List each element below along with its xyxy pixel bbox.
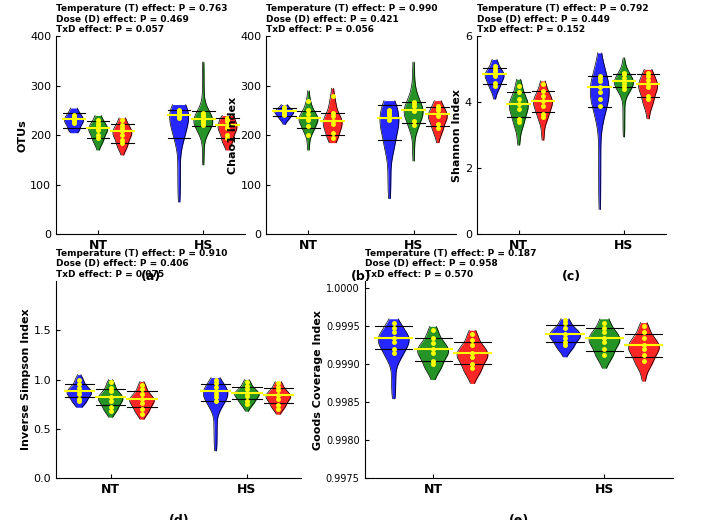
Text: (d): (d) [168, 514, 189, 520]
Text: Temperature (T) effect: P = 0.910
Dose (D) effect: P = 0.406
TxD effect: P = 0.0: Temperature (T) effect: P = 0.910 Dose (… [56, 249, 227, 279]
Legend: 0%, 0.1%, 0.4%: 0%, 0.1%, 0.4% [293, 37, 345, 82]
Text: Temperature (T) effect: P = 0.792
Dose (D) effect: P = 0.449
TxD effect: P = 0.1: Temperature (T) effect: P = 0.792 Dose (… [477, 5, 648, 34]
Text: (a): (a) [141, 269, 161, 282]
Y-axis label: Goods Coverage Index: Goods Coverage Index [313, 310, 323, 449]
Y-axis label: Chao1 Index: Chao1 Index [228, 97, 238, 174]
Y-axis label: OTUs: OTUs [18, 119, 27, 151]
Text: Temperature (T) effect: P = 0.990
Dose (D) effect: P = 0.421
TxD effect: P = 0.0: Temperature (T) effect: P = 0.990 Dose (… [266, 5, 438, 34]
Text: (c): (c) [562, 269, 581, 282]
Y-axis label: Shannon Index: Shannon Index [452, 89, 462, 181]
Text: (e): (e) [509, 514, 529, 520]
Text: (b): (b) [350, 269, 372, 282]
Y-axis label: Inverse Simpson Index: Inverse Simpson Index [21, 309, 31, 450]
Text: Temperature (T) effect: P = 0.763
Dose (D) effect: P = 0.469
TxD effect: P = 0.0: Temperature (T) effect: P = 0.763 Dose (… [56, 5, 228, 34]
Text: Temperature (T) effect: P = 0.187
Dose (D) effect: P = 0.958
TxD effect: P = 0.5: Temperature (T) effect: P = 0.187 Dose (… [365, 249, 536, 279]
